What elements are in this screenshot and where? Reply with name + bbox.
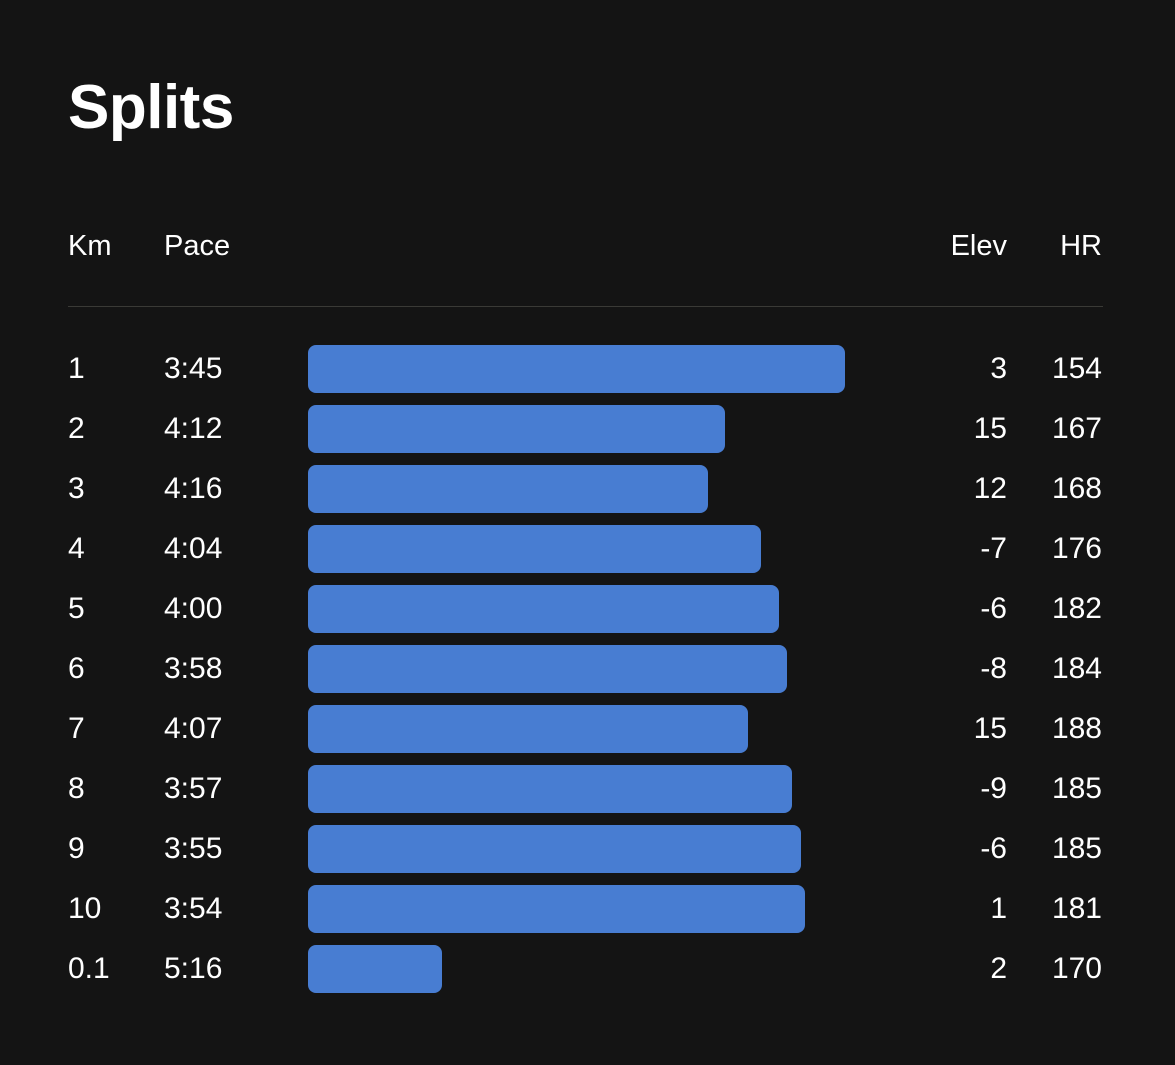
split-row: 1 3:45 3 154 bbox=[0, 345, 1175, 393]
split-pace: 3:55 bbox=[164, 832, 223, 865]
split-hr: 188 bbox=[1051, 712, 1102, 745]
split-elev: -8 bbox=[980, 652, 1007, 685]
header-divider bbox=[68, 306, 1103, 307]
split-elev: -9 bbox=[980, 772, 1007, 805]
splits-table-body: 1 3:45 3 154 2 4:12 15 167 3 4:16 12 168 4 4:04 -7 176 5… bbox=[0, 345, 1175, 1005]
km-column-header: Km bbox=[68, 230, 112, 262]
pace-bar bbox=[308, 885, 805, 933]
split-hr: 184 bbox=[1051, 652, 1102, 685]
split-km: 3 bbox=[68, 472, 85, 505]
split-pace: 3:57 bbox=[164, 772, 223, 805]
split-elev: -6 bbox=[980, 832, 1007, 865]
split-row: 4 4:04 -7 176 bbox=[0, 525, 1175, 573]
split-elev: -6 bbox=[980, 592, 1007, 625]
split-pace: 4:07 bbox=[164, 712, 223, 745]
split-hr: 176 bbox=[1051, 532, 1102, 565]
split-pace: 4:04 bbox=[164, 532, 223, 565]
split-km: 5 bbox=[68, 592, 85, 625]
split-hr: 168 bbox=[1051, 472, 1102, 505]
pace-column-header: Pace bbox=[164, 230, 231, 262]
hr-column-header: HR bbox=[1060, 230, 1102, 262]
split-km: 8 bbox=[68, 772, 85, 805]
split-row: 6 3:58 -8 184 bbox=[0, 645, 1175, 693]
split-km: 4 bbox=[68, 532, 85, 565]
split-elev: 3 bbox=[990, 352, 1007, 385]
split-km: 1 bbox=[68, 352, 85, 385]
split-elev: 15 bbox=[973, 412, 1007, 445]
split-pace: 4:16 bbox=[164, 472, 223, 505]
split-hr: 170 bbox=[1051, 952, 1102, 985]
pace-bar bbox=[308, 525, 761, 573]
pace-bar bbox=[308, 405, 725, 453]
split-elev: -7 bbox=[980, 532, 1007, 565]
split-hr: 185 bbox=[1051, 772, 1102, 805]
split-pace: 3:58 bbox=[164, 652, 223, 685]
split-row: 7 4:07 15 188 bbox=[0, 705, 1175, 753]
elev-column-header: Elev bbox=[950, 230, 1007, 262]
split-elev: 1 bbox=[990, 892, 1007, 925]
split-row: 2 4:12 15 167 bbox=[0, 405, 1175, 453]
split-pace: 5:16 bbox=[164, 952, 223, 985]
split-km: 9 bbox=[68, 832, 85, 865]
split-elev: 15 bbox=[973, 712, 1007, 745]
split-km: 0.1 bbox=[68, 952, 110, 985]
split-elev: 2 bbox=[990, 952, 1007, 985]
split-row: 0.1 5:16 2 170 bbox=[0, 945, 1175, 993]
split-pace: 4:00 bbox=[164, 592, 223, 625]
pace-bar bbox=[308, 825, 801, 873]
split-row: 9 3:55 -6 185 bbox=[0, 825, 1175, 873]
split-row: 10 3:54 1 181 bbox=[0, 885, 1175, 933]
split-km: 7 bbox=[68, 712, 85, 745]
split-row: 3 4:16 12 168 bbox=[0, 465, 1175, 513]
pace-bar bbox=[308, 765, 792, 813]
split-km: 2 bbox=[68, 412, 85, 445]
splits-table-header: Km Pace Elev HR bbox=[0, 224, 1175, 268]
split-hr: 181 bbox=[1051, 892, 1102, 925]
split-pace: 3:45 bbox=[164, 352, 223, 385]
pace-bar bbox=[308, 465, 708, 513]
pace-bar bbox=[308, 705, 748, 753]
pace-bar bbox=[308, 645, 787, 693]
split-hr: 167 bbox=[1051, 412, 1102, 445]
page-title: Splits bbox=[68, 73, 234, 142]
split-km: 6 bbox=[68, 652, 85, 685]
pace-bar bbox=[308, 345, 845, 393]
split-elev: 12 bbox=[973, 472, 1007, 505]
split-pace: 3:54 bbox=[164, 892, 223, 925]
pace-bar bbox=[308, 585, 779, 633]
split-hr: 182 bbox=[1051, 592, 1102, 625]
pace-bar bbox=[308, 945, 442, 993]
split-hr: 185 bbox=[1051, 832, 1102, 865]
split-row: 5 4:00 -6 182 bbox=[0, 585, 1175, 633]
split-km: 10 bbox=[68, 892, 102, 925]
split-row: 8 3:57 -9 185 bbox=[0, 765, 1175, 813]
split-pace: 4:12 bbox=[164, 412, 223, 445]
split-hr: 154 bbox=[1051, 352, 1102, 385]
